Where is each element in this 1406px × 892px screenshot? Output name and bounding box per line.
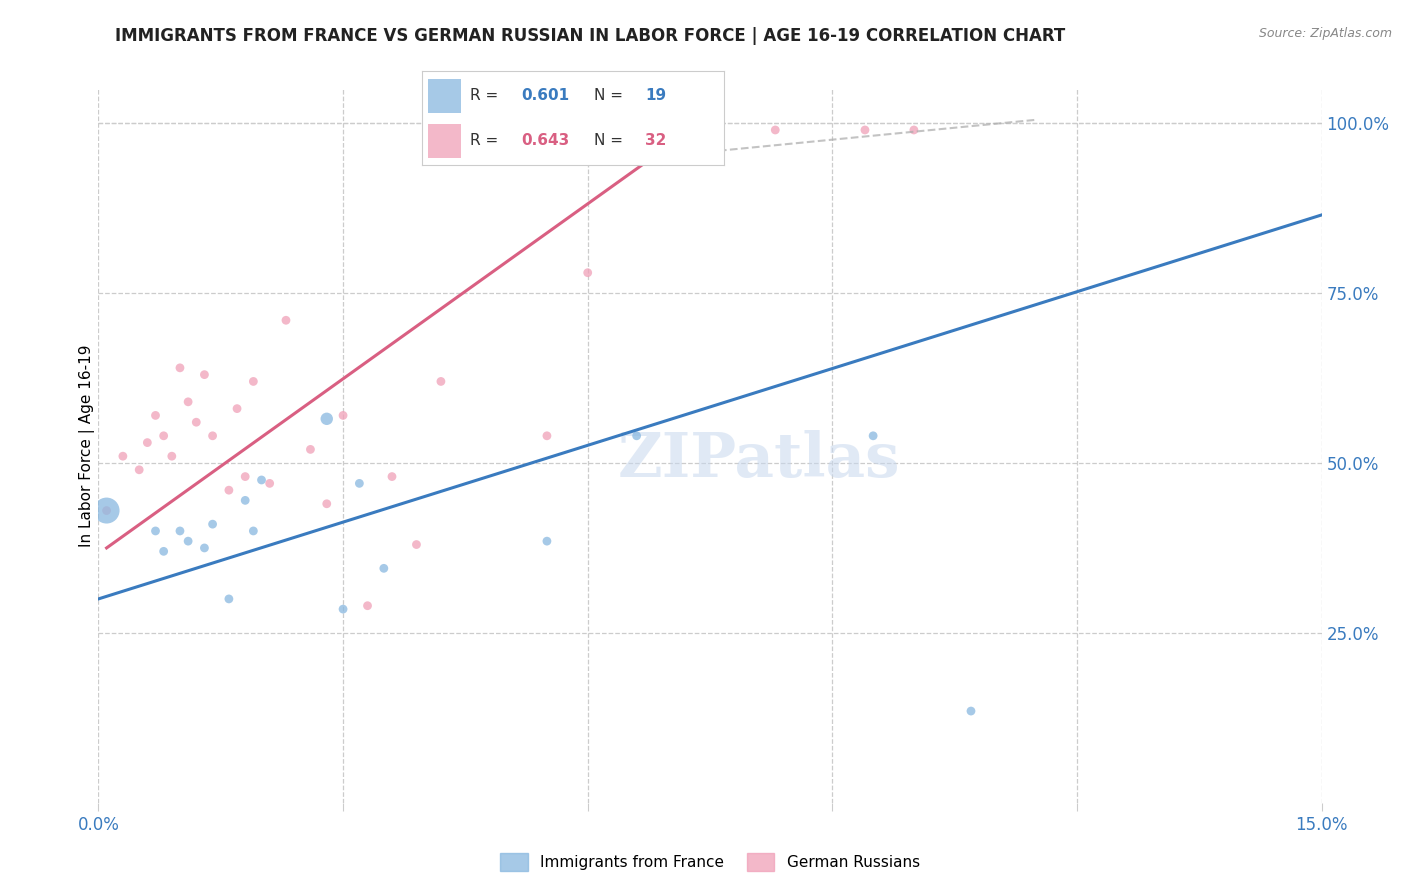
Point — [381, 469, 404, 483]
Point — [111, 449, 134, 463]
Point — [226, 401, 249, 416]
Point — [242, 375, 264, 389]
Point — [576, 266, 599, 280]
Point — [218, 591, 240, 606]
Text: IMMIGRANTS FROM FRANCE VS GERMAN RUSSIAN IN LABOR FORCE | AGE 16-19 CORRELATION : IMMIGRANTS FROM FRANCE VS GERMAN RUSSIAN… — [115, 27, 1066, 45]
Point — [145, 409, 167, 423]
Point — [201, 517, 224, 532]
Point — [536, 534, 558, 549]
Y-axis label: In Labor Force | Age 16-19: In Labor Force | Age 16-19 — [79, 344, 96, 548]
Point — [233, 493, 256, 508]
Text: R =: R = — [470, 133, 503, 148]
Point — [169, 360, 191, 375]
Point — [160, 449, 183, 463]
Point — [315, 497, 337, 511]
Point — [152, 429, 174, 443]
Text: ZIPatlas: ZIPatlas — [617, 430, 900, 491]
Bar — [427, 124, 461, 158]
Point — [201, 429, 224, 443]
Point — [233, 469, 256, 483]
Point — [332, 409, 354, 423]
Text: R =: R = — [470, 88, 503, 103]
Point — [315, 412, 337, 426]
Text: 32: 32 — [645, 133, 666, 148]
Text: Source: ZipAtlas.com: Source: ZipAtlas.com — [1258, 27, 1392, 40]
Point — [136, 435, 159, 450]
Text: 0.601: 0.601 — [522, 88, 569, 103]
Point — [177, 394, 200, 409]
Point — [128, 463, 150, 477]
Point — [274, 313, 297, 327]
Point — [259, 476, 281, 491]
Point — [177, 534, 200, 549]
Point — [903, 123, 925, 137]
Point — [332, 602, 354, 616]
Point — [763, 123, 786, 137]
Point — [690, 123, 713, 137]
Legend: Immigrants from France, German Russians: Immigrants from France, German Russians — [494, 847, 927, 877]
Point — [145, 524, 167, 538]
Point — [96, 503, 118, 517]
Point — [349, 476, 371, 491]
Point — [242, 524, 264, 538]
Point — [169, 524, 191, 538]
Point — [299, 442, 322, 457]
Point — [218, 483, 240, 498]
Point — [960, 704, 983, 718]
Point — [626, 429, 648, 443]
Point — [405, 537, 427, 551]
Point — [193, 368, 215, 382]
Point — [536, 429, 558, 443]
Bar — [427, 78, 461, 112]
Point — [250, 473, 273, 487]
Point — [186, 415, 208, 429]
Text: N =: N = — [595, 88, 628, 103]
Point — [853, 123, 876, 137]
Point — [152, 544, 174, 558]
Point — [373, 561, 395, 575]
Text: 19: 19 — [645, 88, 666, 103]
Point — [641, 123, 664, 137]
Text: N =: N = — [595, 133, 628, 148]
Point — [430, 375, 453, 389]
Point — [96, 503, 118, 517]
Text: 0.643: 0.643 — [522, 133, 569, 148]
Point — [862, 429, 884, 443]
Point — [356, 599, 378, 613]
Point — [193, 541, 215, 555]
